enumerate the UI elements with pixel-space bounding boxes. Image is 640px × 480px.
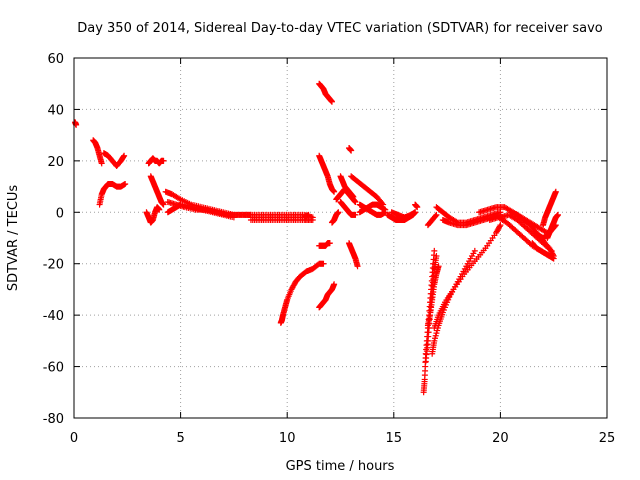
y-tick-label: 40 [47, 103, 64, 118]
data-series-s18 [328, 209, 342, 226]
data-series-s1 [90, 137, 105, 167]
data-series-s32 [424, 263, 442, 329]
data-point [121, 152, 128, 159]
data-series-s16 [316, 281, 338, 311]
data-point [432, 212, 439, 219]
data-series-s0 [72, 119, 80, 128]
data-series-s15 [316, 152, 338, 195]
plot-frame [73, 57, 608, 419]
data-point [335, 209, 342, 216]
y-axis-label: SDTVAR / TECUs [6, 185, 21, 292]
data-point [98, 160, 105, 167]
data-point [331, 281, 338, 288]
data-series-s33 [424, 211, 440, 229]
data-point [350, 193, 357, 200]
x-tick-label: 15 [386, 431, 403, 446]
data-series-s35 [431, 222, 504, 331]
data-series-s2 [100, 150, 128, 169]
x-tick-label: 25 [599, 431, 616, 446]
data-series-s3 [96, 181, 129, 208]
data-point [552, 188, 559, 195]
x-tick-label: 0 [70, 431, 78, 446]
data-series-s23 [346, 240, 361, 270]
data-series-s14 [316, 80, 335, 105]
data-series-s12 [247, 211, 316, 221]
data-point [122, 181, 129, 187]
data-point [497, 222, 504, 229]
data-point [320, 260, 327, 267]
y-tick-label: 0 [56, 206, 64, 221]
data-series-s37 [439, 211, 504, 229]
y-tick-label: 60 [47, 52, 64, 67]
data-point [431, 247, 438, 254]
data-point [550, 255, 557, 262]
data-point [412, 209, 419, 216]
data-series-s26 [356, 201, 389, 218]
data-point [160, 201, 167, 208]
data-series-s24 [348, 173, 387, 208]
data-point [433, 253, 440, 259]
data-point [496, 223, 503, 230]
data-series-s6 [147, 173, 167, 208]
data-series-s28 [388, 209, 419, 221]
data-series-s44 [540, 188, 559, 229]
x-axis-label: GPS time / hours [286, 459, 395, 474]
data-series-s5 [143, 204, 163, 226]
data-point [352, 199, 359, 205]
data-point [554, 211, 561, 218]
axis-ticks: 0 5 10 15 20 25 -80 -60 -40 -20 0 20 40 60 [43, 52, 616, 446]
data-series-s22 [346, 145, 355, 154]
data-point [326, 240, 333, 247]
data-point [471, 247, 478, 254]
y-tick-label: -40 [43, 309, 64, 324]
data-point [230, 214, 237, 221]
y-tick-label: -80 [43, 412, 64, 427]
x-tick-label: 20 [492, 431, 509, 446]
data-point [309, 214, 316, 221]
data-series-s13 [277, 260, 327, 326]
data-series-s34 [429, 247, 478, 357]
data-point [328, 98, 335, 105]
data-point [354, 263, 361, 270]
data-series-s42 [529, 240, 557, 262]
data-point [331, 188, 338, 195]
y-tick-label: -60 [43, 361, 64, 376]
x-tick-label: 10 [279, 431, 296, 446]
data-series-s21 [337, 199, 359, 218]
data-point [156, 206, 163, 213]
data-series-s4 [145, 155, 167, 167]
data-series-s29 [412, 201, 421, 211]
data-point [352, 211, 359, 218]
grid-lines [74, 58, 607, 418]
y-tick-label: 20 [47, 155, 64, 170]
data-point [160, 157, 167, 164]
data-point [414, 204, 421, 211]
data-point [433, 211, 440, 218]
data-series-s30 [420, 247, 438, 396]
data-series-s20 [337, 173, 357, 200]
data-series-s9 [164, 201, 237, 221]
data-marks [72, 80, 561, 396]
data-series-s17 [316, 240, 333, 249]
y-tick-label: -20 [43, 258, 64, 273]
x-tick-label: 5 [176, 431, 184, 446]
data-point [348, 147, 355, 154]
data-series-s45 [544, 211, 561, 241]
chart-title: Day 350 of 2014, Sidereal Day-to-day VTE… [77, 21, 603, 36]
data-point [435, 263, 442, 270]
